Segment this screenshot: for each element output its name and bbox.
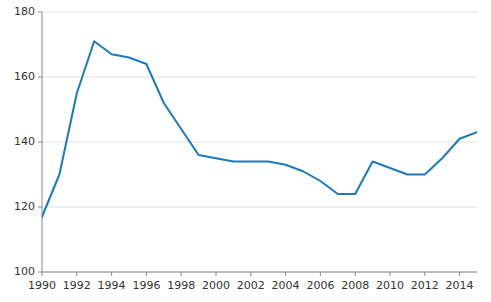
x-tick-label: 2006 xyxy=(306,279,334,292)
grid-line xyxy=(42,12,477,13)
y-tick-label: 100 xyxy=(14,265,35,278)
y-tick xyxy=(38,12,42,13)
x-tick xyxy=(216,272,217,276)
x-tick xyxy=(355,272,356,276)
y-tick xyxy=(38,77,42,78)
x-tick-label: 2008 xyxy=(341,279,369,292)
y-tick xyxy=(38,207,42,208)
x-tick xyxy=(424,272,425,276)
x-tick-label: 2002 xyxy=(237,279,265,292)
x-tick-label: 1996 xyxy=(132,279,160,292)
x-tick-label: 2012 xyxy=(411,279,439,292)
x-tick xyxy=(181,272,182,276)
x-tick xyxy=(459,272,460,276)
chart-container: 100 120 140 160 180 1990 1992 1994 1996 1998 2000 2… xyxy=(0,0,491,302)
x-tick xyxy=(76,272,77,276)
chart: 100 120 140 160 180 1990 1992 1994 1996 1998 2000 2… xyxy=(0,0,491,302)
x-tick xyxy=(146,272,147,276)
x-tick-label: 2004 xyxy=(272,279,300,292)
x-tick xyxy=(42,272,43,276)
x-tick xyxy=(250,272,251,276)
x-tick xyxy=(111,272,112,276)
grid-line xyxy=(42,207,477,208)
grid-line xyxy=(42,272,477,273)
x-tick-label: 1992 xyxy=(63,279,91,292)
grid-line xyxy=(42,142,477,143)
x-tick xyxy=(320,272,321,276)
x-tick-label: 1998 xyxy=(167,279,195,292)
grid xyxy=(42,12,477,272)
y-tick xyxy=(38,272,42,273)
y-tick-label: 180 xyxy=(14,5,35,18)
y-tick-label: 120 xyxy=(14,200,35,213)
plot-area xyxy=(42,41,477,217)
x-tick xyxy=(390,272,391,276)
y-tick-label: 160 xyxy=(14,70,35,83)
line xyxy=(42,41,477,217)
x-tick-label: 2014 xyxy=(446,279,474,292)
y-tick-label: 140 xyxy=(14,135,35,148)
x-tick xyxy=(285,272,286,276)
x-tick-label: 2010 xyxy=(376,279,404,292)
axes: 100 120 140 160 180 1990 1992 1994 1996 1998 2000 2… xyxy=(14,5,477,292)
y-tick xyxy=(38,142,42,143)
x-tick-label: 2000 xyxy=(202,279,230,292)
x-axis-line xyxy=(42,272,477,273)
x-tick-label: 1994 xyxy=(98,279,126,292)
grid-line xyxy=(42,77,477,78)
x-tick-label: 1990 xyxy=(28,279,56,292)
